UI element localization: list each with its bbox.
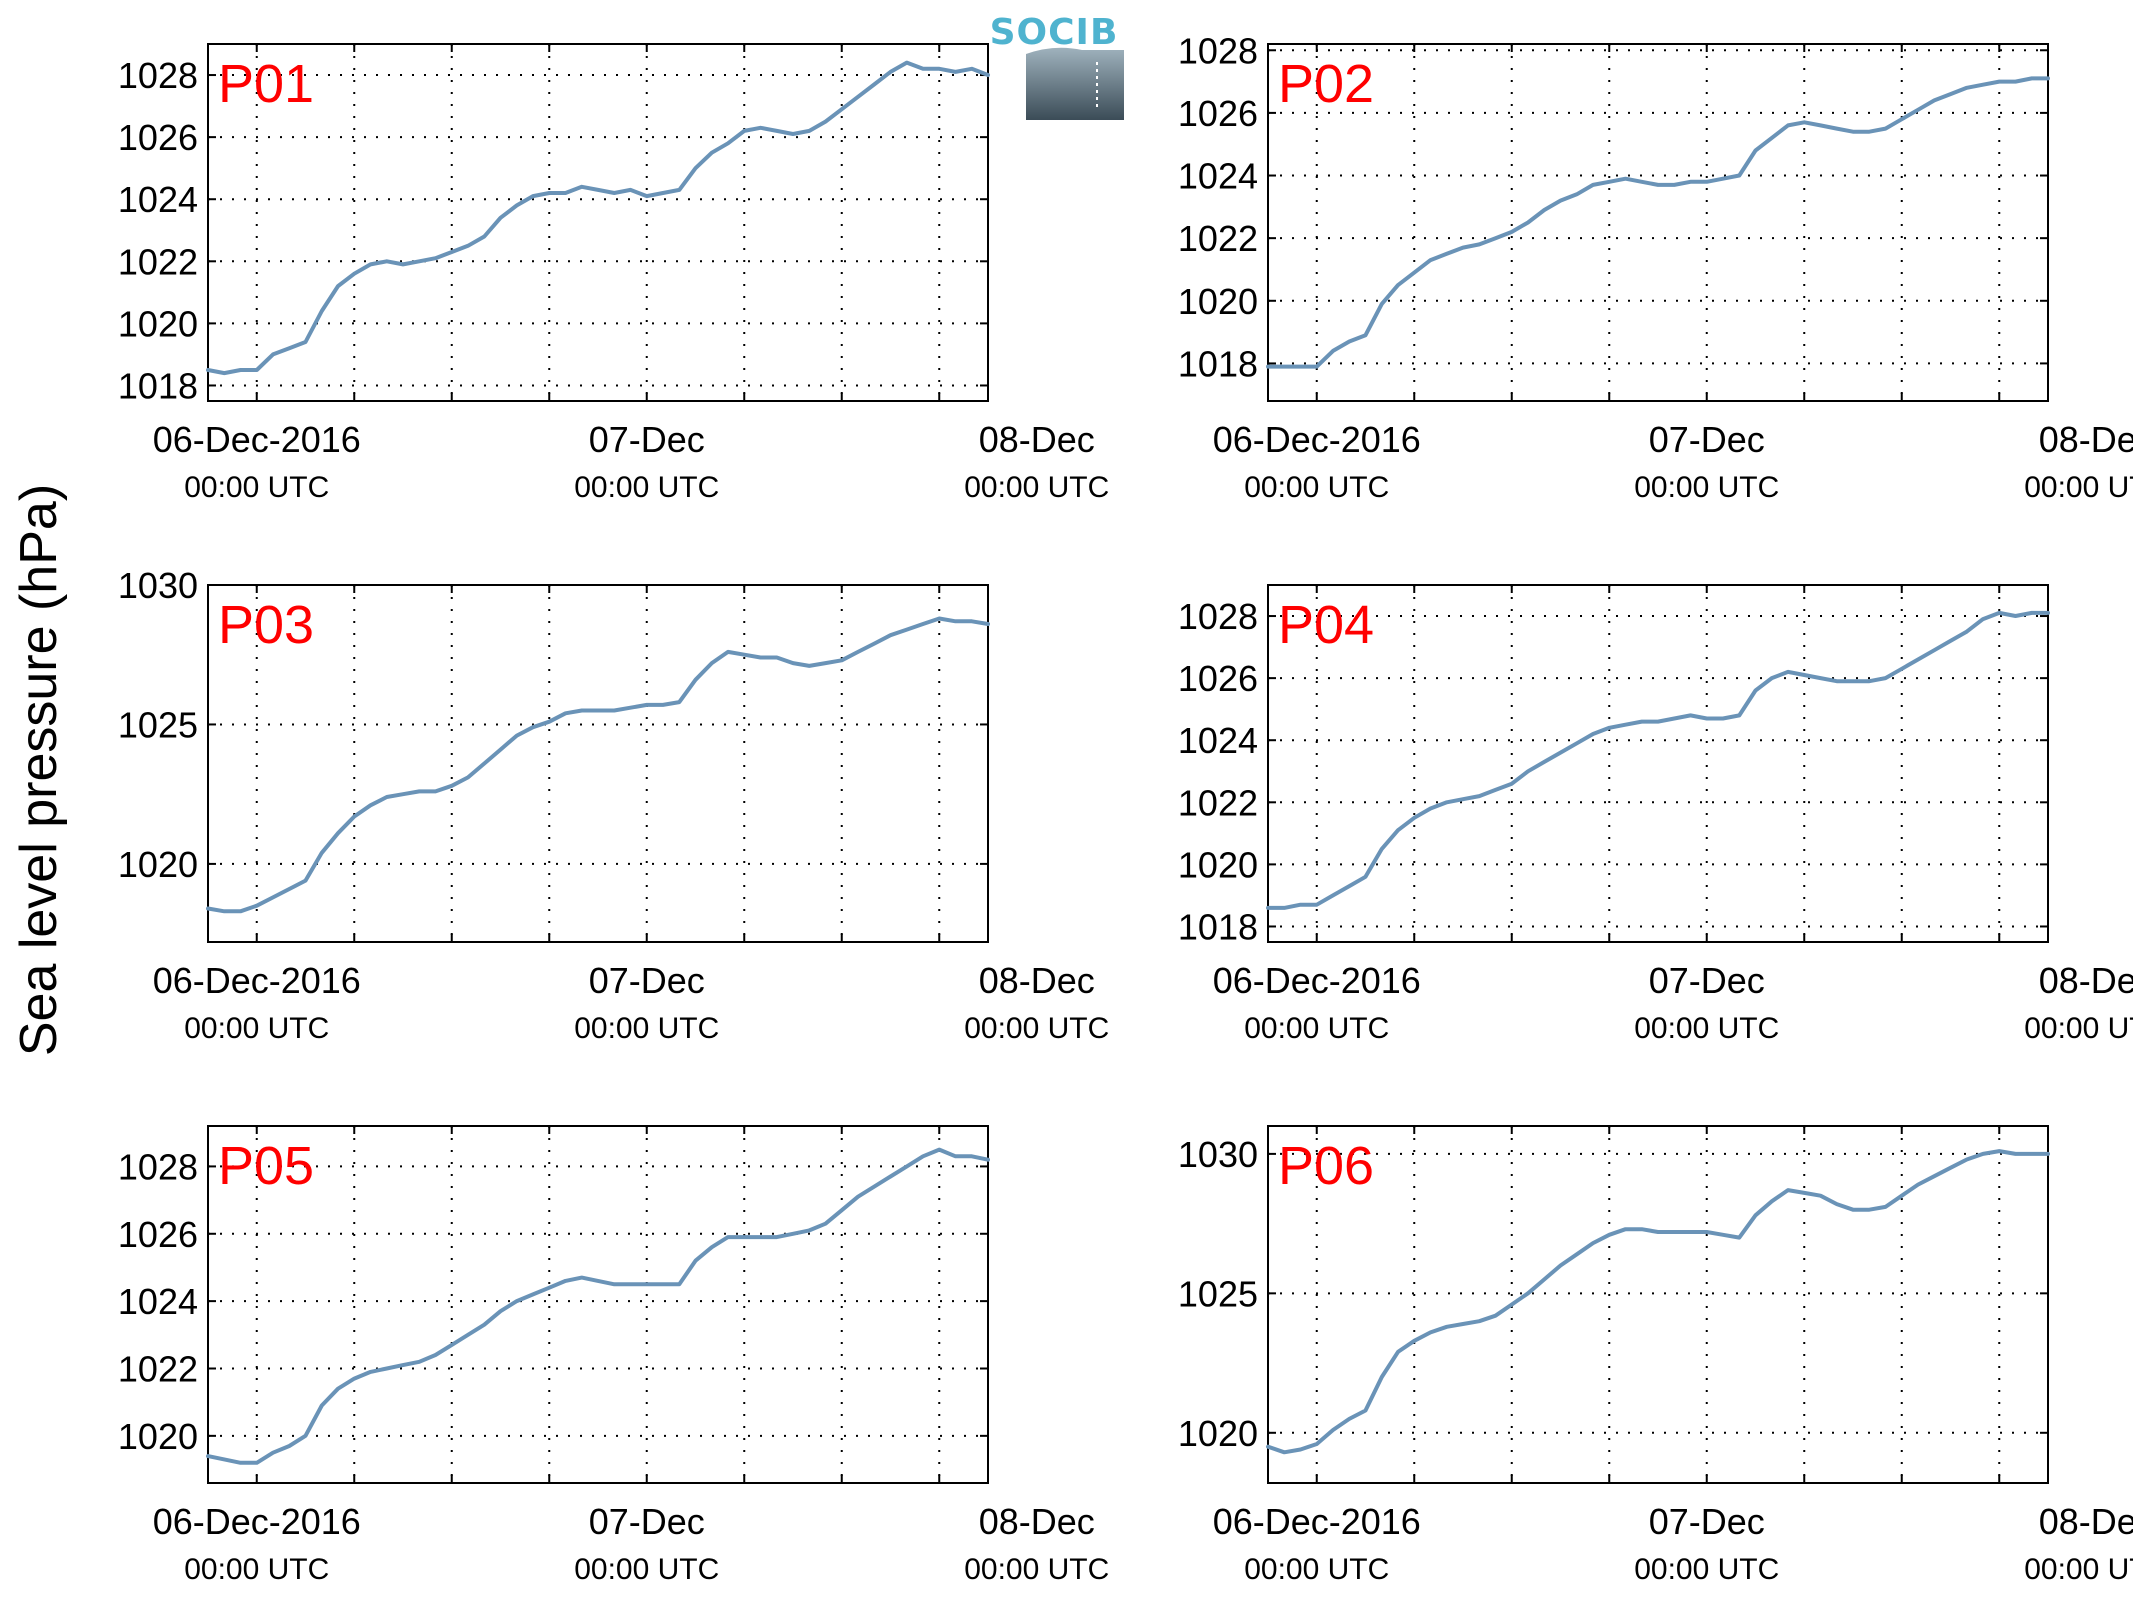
y-tick-label: 1026 [118, 1214, 198, 1255]
y-tick-label: 1028 [118, 1146, 198, 1187]
y-tick-label: 1030 [118, 565, 198, 606]
x-tick-label: 07-Dec [589, 1501, 705, 1542]
panel-p03: 1020 1025 1030 06-Dec-2016 00:00 UTC 07-Dec 00… [118, 565, 1109, 1045]
x-tick-sublabel: 00:00 UTC [1634, 1012, 1779, 1045]
y-tick-label: 1028 [118, 55, 198, 96]
axes-frame [1267, 1125, 2049, 1484]
y-tick-label: 1018 [1178, 906, 1258, 947]
logo-text: SOCIB [990, 12, 1119, 53]
y-tick-label: 1024 [1178, 720, 1258, 761]
x-tick-sublabel: 00:00 UTC [1244, 1553, 1389, 1586]
x-tick-sublabel: 00:00 UTC [1634, 1553, 1779, 1586]
x-tick-label: 08-Dec [2039, 419, 2133, 460]
axes-frame [207, 1125, 989, 1484]
x-tick-label: 08-Dec [979, 1501, 1095, 1542]
panel-label: P01 [218, 54, 314, 114]
y-tick-label: 1020 [118, 1416, 198, 1457]
x-tick-sublabel: 00:00 UTC [184, 471, 329, 504]
x-tick-label: 08-Dec [979, 960, 1095, 1001]
panel-label: P06 [1278, 1136, 1374, 1196]
panel-label: P03 [218, 595, 314, 655]
y-tick-label: 1030 [1178, 1134, 1258, 1175]
panel-p04: 1018 1020 1022 1024 1026 1028 06-Dec-2016 00:00… [1178, 584, 2133, 1045]
data-line-p05 [206, 1147, 990, 1465]
y-tick-label: 1022 [118, 241, 198, 282]
y-tick-label: 1024 [1178, 156, 1258, 197]
x-tick-label: 06-Dec-2016 [1213, 1501, 1421, 1542]
socib-logo: SOCIB [990, 12, 1124, 120]
panel-label: P04 [1278, 595, 1374, 655]
x-tick-label: 07-Dec [589, 960, 705, 1001]
x-tick-sublabel: 00:00 UTC [2024, 1553, 2133, 1586]
y-tick-label: 1025 [118, 704, 198, 745]
x-tick-sublabel: 00:00 UTC [574, 1553, 719, 1586]
x-tick-sublabel: 00:00 UTC [574, 1012, 719, 1045]
y-tick-label: 1026 [118, 117, 198, 158]
x-tick-sublabel: 00:00 UTC [1244, 471, 1389, 504]
y-tick-label: 1020 [118, 303, 198, 344]
x-tick-label: 07-Dec [1649, 419, 1765, 460]
x-tick-sublabel: 00:00 UTC [1244, 1012, 1389, 1045]
x-tick-sublabel: 00:00 UTC [184, 1012, 329, 1045]
data-line-p02 [1266, 76, 2050, 369]
x-tick-sublabel: 00:00 UTC [184, 1553, 329, 1586]
x-tick-sublabel: 00:00 UTC [964, 471, 1109, 504]
y-tick-label: 1020 [1178, 844, 1258, 885]
y-tick-label: 1028 [1178, 596, 1258, 637]
x-tick-label: 07-Dec [1649, 960, 1765, 1001]
y-tick-label: 1018 [1178, 343, 1258, 384]
x-tick-sublabel: 00:00 UTC [964, 1553, 1109, 1586]
data-line-p01 [206, 60, 990, 376]
x-tick-sublabel: 00:00 UTC [964, 1012, 1109, 1045]
y-tick-label: 1022 [118, 1348, 198, 1389]
y-tick-label: 1018 [118, 365, 198, 406]
y-tick-label: 1022 [1178, 782, 1258, 823]
axes-frame [207, 43, 989, 402]
y-tick-label: 1028 [1178, 30, 1258, 71]
panel-p05: 1020 1022 1024 1026 1028 06-Dec-2016 00:00 UTC… [118, 1125, 1109, 1586]
x-tick-label: 06-Dec-2016 [153, 960, 361, 1001]
y-tick-label: 1020 [118, 844, 198, 885]
y-tick-label: 1026 [1178, 93, 1258, 134]
panel-p06: 1020 1025 1030 06-Dec-2016 00:00 UTC 07-Dec 00… [1178, 1125, 2133, 1586]
y-tick-label: 1020 [1178, 281, 1258, 322]
x-tick-sublabel: 00:00 UTC [1634, 471, 1779, 504]
x-tick-label: 06-Dec-2016 [1213, 419, 1421, 460]
panel-p02: 1018 1020 1022 1024 1026 1028 06-Dec-2016 00:00… [1178, 30, 2133, 504]
x-tick-label: 07-Dec [589, 419, 705, 460]
y-tick-label: 1022 [1178, 218, 1258, 259]
y-tick-label: 1026 [1178, 658, 1258, 699]
data-line-p06 [1266, 1149, 2050, 1455]
x-tick-label: 08-Dec [979, 419, 1095, 460]
y-tick-label: 1024 [118, 1281, 198, 1322]
data-line-p03 [206, 616, 990, 914]
axes-frame [1267, 43, 2049, 402]
panel-label: P02 [1278, 54, 1374, 114]
x-tick-label: 06-Dec-2016 [153, 419, 361, 460]
y-tick-label: 1020 [1178, 1413, 1258, 1454]
axes-frame [207, 584, 989, 943]
x-tick-label: 08-Dec [2039, 960, 2133, 1001]
x-tick-label: 07-Dec [1649, 1501, 1765, 1542]
x-tick-sublabel: 00:00 UTC [574, 471, 719, 504]
x-tick-label: 06-Dec-2016 [1213, 960, 1421, 1001]
axes-frame [1267, 584, 2049, 943]
x-tick-sublabel: 00:00 UTC [2024, 471, 2133, 504]
y-tick-label: 1024 [118, 179, 198, 220]
y-tick-label: 1025 [1178, 1273, 1258, 1314]
panel-p01: 1018 1020 1022 1024 1026 1028 06-Dec-2016 00:00… [118, 43, 1109, 504]
x-tick-label: 08-Dec [2039, 1501, 2133, 1542]
y-axis-label: Sea level pressure (hPa) [10, 484, 68, 1056]
x-tick-label: 06-Dec-2016 [153, 1501, 361, 1542]
x-tick-sublabel: 00:00 UTC [2024, 1012, 2133, 1045]
data-line-p04 [1266, 610, 2050, 910]
panel-label: P05 [218, 1136, 314, 1196]
